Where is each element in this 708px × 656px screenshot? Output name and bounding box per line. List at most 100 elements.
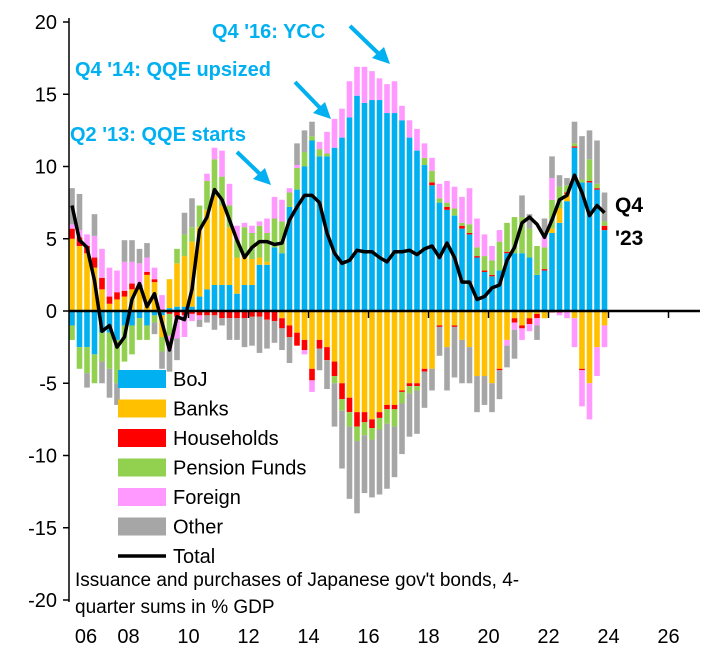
- bar-other-31: [301, 130, 308, 153]
- bar-foreign-3: [91, 235, 98, 258]
- bar-households-40: [369, 419, 375, 429]
- bar-other-45: [406, 393, 413, 437]
- arrowhead-qqe-starts: [253, 168, 271, 185]
- annotation-qqe-starts: Q2 '13: QQE starts: [70, 124, 246, 146]
- bar-boj-21: [226, 284, 233, 311]
- bar-banks-21: [226, 227, 233, 285]
- bar-other-44: [399, 403, 405, 455]
- bar-foreign-12: [159, 295, 165, 310]
- bar-banks-65: [556, 208, 563, 223]
- bar-boj-25: [256, 264, 263, 311]
- bar-boj-24: [249, 284, 255, 311]
- bar-other-1: [76, 193, 83, 231]
- bar-pension-funds-51: [451, 208, 458, 216]
- bar-pension-funds-48: [429, 170, 435, 183]
- bar-boj-11: [151, 311, 158, 316]
- bar-households-37: [346, 397, 353, 413]
- bar-other-37: [346, 426, 353, 499]
- legend: BoJ Banks Households Pension Funds Foreign Ot…: [118, 369, 306, 568]
- bar-boj-60: [519, 253, 525, 311]
- bar-other-39: [361, 435, 368, 494]
- bar-pension-funds-27: [271, 218, 278, 248]
- bar-banks-23: [241, 256, 248, 285]
- bar-households-49: [436, 325, 443, 327]
- bar-boj-37: [346, 117, 353, 312]
- bar-other-23: [241, 318, 248, 348]
- bar-other-13: [166, 350, 173, 372]
- bar-banks-5: [106, 303, 113, 311]
- bar-boj-43: [391, 113, 398, 311]
- legend-swatch-banks: [118, 399, 166, 418]
- legend-label-other: Other: [173, 517, 223, 539]
- bar-foreign-26: [264, 218, 270, 233]
- bar-other-58: [504, 345, 510, 368]
- bar-boj-27: [271, 247, 278, 311]
- bar-pension-funds-70: [594, 183, 600, 189]
- bar-other-19: [211, 315, 218, 330]
- legend-label-pension-funds: Pension Funds: [173, 458, 306, 480]
- bar-households-71: [601, 225, 608, 231]
- bar-households-8: [129, 283, 135, 290]
- bar-pension-funds-16: [189, 227, 195, 242]
- bar-boj-3: [91, 311, 98, 355]
- bar-foreign-45: [406, 120, 413, 138]
- x-tick-label: 18: [417, 626, 439, 648]
- bar-other-25: [256, 316, 263, 353]
- bar-pension-funds-33: [316, 149, 323, 157]
- bar-foreign-24: [249, 225, 255, 233]
- x-tick-label: 26: [657, 626, 679, 648]
- bar-foreign-18: [204, 173, 210, 181]
- bar-pension-funds-13: [166, 313, 173, 336]
- bar-boj-55: [481, 271, 488, 311]
- bar-other-30: [294, 143, 300, 166]
- bar-boj-66: [564, 201, 570, 311]
- bar-pension-funds-45: [406, 386, 413, 394]
- bar-households-43: [391, 404, 398, 410]
- bar-pension-funds-41: [376, 417, 383, 430]
- bar-boj-30: [294, 189, 300, 311]
- bar-boj-36: [339, 137, 345, 311]
- x-tick-label: 16: [357, 626, 379, 648]
- bar-other-51: [451, 326, 458, 378]
- bar-banks-19: [211, 195, 218, 285]
- bar-banks-28: [279, 311, 285, 319]
- bar-foreign-34: [324, 131, 330, 154]
- bar-households-6: [114, 292, 120, 300]
- bar-households-52: [459, 225, 465, 229]
- bar-banks-47: [421, 311, 428, 369]
- bar-banks-70: [594, 311, 600, 348]
- bar-foreign-57: [496, 230, 503, 242]
- bar-foreign-10: [144, 257, 150, 272]
- bar-pension-funds-69: [586, 159, 593, 181]
- y-tick-label: 20: [35, 12, 57, 34]
- bar-pension-funds-40: [369, 428, 375, 440]
- bar-households-16: [189, 311, 195, 314]
- bar-banks-31: [301, 311, 308, 340]
- bar-banks-56: [489, 311, 495, 384]
- bar-other-61: [526, 214, 533, 229]
- bar-foreign-16: [189, 313, 195, 322]
- bar-banks-51: [451, 311, 458, 326]
- bar-banks-0: [69, 238, 75, 311]
- bar-pension-funds-56: [489, 260, 495, 275]
- bar-foreign-55: [481, 234, 488, 257]
- end-label-year: '23: [615, 227, 643, 250]
- bar-other-16: [189, 198, 195, 228]
- y-tick-label: -5: [39, 373, 57, 395]
- bar-banks-17: [196, 227, 203, 297]
- bar-boj-41: [376, 100, 383, 311]
- bar-foreign-38: [354, 66, 360, 96]
- x-tick-label: 20: [477, 626, 499, 648]
- bar-pension-funds-3: [91, 354, 98, 384]
- bar-households-41: [376, 412, 383, 418]
- bar-banks-1: [76, 245, 83, 311]
- y-tick-label: 0: [46, 301, 57, 323]
- bar-banks-24: [249, 258, 255, 285]
- axes-layer: 20 15 10 5 0 -5 -10 -15 -20 06 08 10 12 14 16 18 20 22 24 2…: [28, 12, 700, 648]
- bar-foreign-59: [511, 322, 518, 330]
- bar-foreign-32: [309, 380, 315, 392]
- bar-boj-59: [511, 253, 518, 311]
- bar-pension-funds-31: [301, 152, 308, 167]
- bar-pension-funds-34: [324, 153, 330, 157]
